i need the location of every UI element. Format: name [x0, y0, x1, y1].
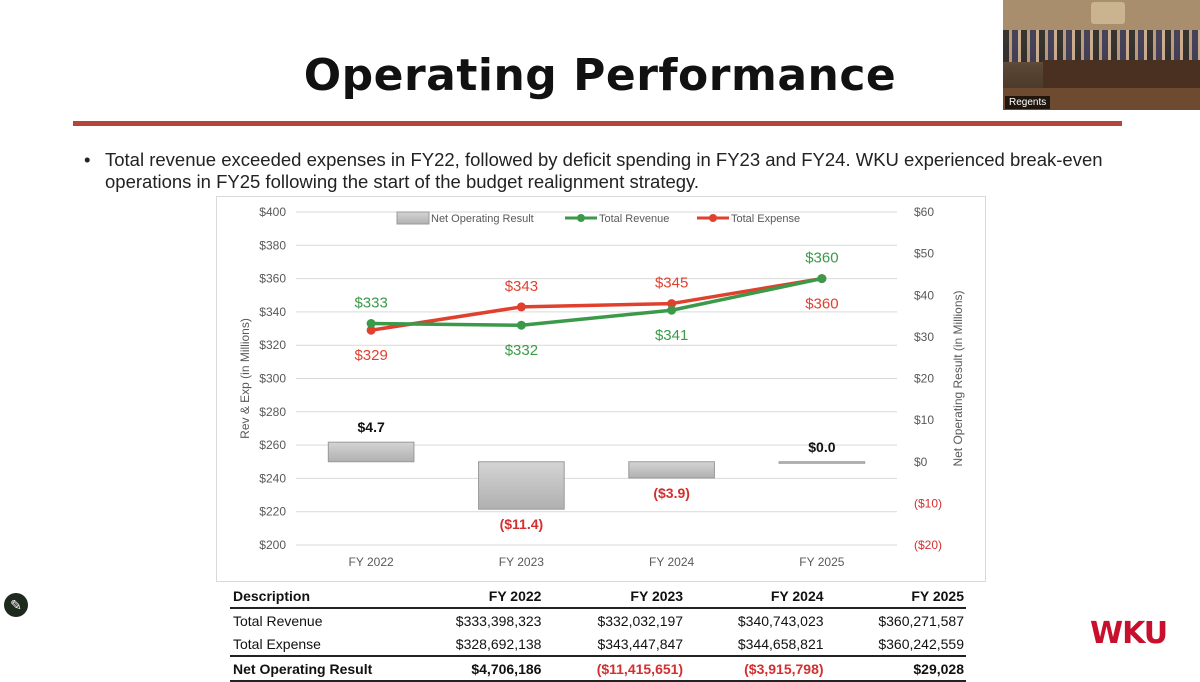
point-total-revenue: [667, 305, 677, 315]
table-cell: $340,743,023: [737, 612, 824, 629]
table-header: FY 2022: [403, 585, 544, 609]
y-tick-label: $400: [259, 205, 286, 219]
video-participant-label: Regents: [1005, 96, 1051, 109]
table-cell: $360,271,587: [878, 612, 964, 629]
table-header: Description: [230, 585, 403, 609]
title-rule: [73, 121, 1122, 126]
x-tick-label: FY 2022: [349, 555, 394, 569]
y-right-tick-label: $0: [914, 455, 928, 469]
point-total-revenue: [817, 274, 827, 284]
y-tick-label: $280: [259, 405, 286, 419]
chart-panel: $200 $220 $240 $260 $280 $300 $320 $340 $360 $380…: [216, 196, 986, 582]
table-cell: $344,658,821: [737, 635, 824, 652]
legend-label: Total Revenue: [599, 213, 669, 225]
y-axis-title: Rev & Exp (in Millions): [238, 318, 252, 439]
line-data-label: $360: [805, 250, 838, 267]
line-total-expense: [370, 276, 823, 332]
financial-table: Description FY 2022 FY 2023 FY 2024 FY 2…: [230, 585, 966, 682]
x-tick-label: FY 2024: [649, 555, 694, 569]
line-data-label: $360: [805, 296, 838, 313]
table-total-row: Net Operating Result $4,706,186 ($11,415…: [230, 655, 966, 682]
table-row: Total Revenue $333,398,323 $332,032,197 …: [230, 608, 966, 632]
video-audience: [1003, 30, 1200, 62]
bullet-marker: •: [84, 149, 91, 170]
line-total-revenue: [371, 276, 823, 327]
table-cell: $328,692,138: [455, 635, 542, 652]
y-tick-label: $340: [259, 305, 286, 319]
line-data-label: $329: [354, 347, 387, 364]
y-right-tick-label: $40: [914, 288, 934, 302]
point-total-expense: [366, 325, 376, 335]
wku-logo: WKU: [1090, 616, 1168, 651]
legend-marker-revenue: [577, 214, 585, 222]
bar-net-operating-result: [478, 461, 565, 510]
operating-chart: $200 $220 $240 $260 $280 $300 $320 $340 $360 $380…: [238, 205, 965, 569]
y-tick-label: $220: [259, 505, 286, 519]
bullet-text: Total revenue exceeded expenses in FY22,…: [105, 149, 1103, 192]
legend-swatch-bar: [396, 211, 430, 225]
table-cell: $360,242,559: [878, 635, 964, 652]
y-tick-label: $260: [259, 438, 286, 452]
table-cell: $29,028: [825, 655, 966, 682]
line-data-label: $332: [505, 342, 538, 359]
legend-label: Total Expense: [731, 213, 800, 225]
table-cell: $4,706,186: [403, 655, 544, 682]
y-right-tick-label: ($10): [914, 496, 942, 510]
y-tick-label: $320: [259, 338, 286, 352]
table-cell: Net Operating Result: [230, 655, 403, 682]
line-data-label: $333: [354, 295, 387, 312]
table-header: FY 2025: [825, 585, 966, 609]
table-cell: Total Revenue: [233, 612, 323, 629]
video-floor: [1003, 88, 1200, 110]
y-right-tick-label: $20: [914, 372, 934, 386]
video-feed[interactable]: Regents: [1003, 0, 1200, 110]
x-tick-label: FY 2025: [799, 555, 844, 569]
table-row: Total Expense $328,692,138 $343,447,847 …: [230, 632, 966, 656]
bar-data-label: ($3.9): [653, 485, 690, 501]
bar-data-label: $0.0: [808, 439, 835, 455]
y-right-tick-label: $50: [914, 247, 934, 261]
y-right-tick-label: $60: [914, 205, 934, 219]
bar-net-operating-result: [778, 461, 866, 464]
table-cell: Total Expense: [233, 635, 321, 652]
point-total-expense: [516, 302, 526, 312]
point-total-expense: [667, 299, 677, 309]
pen-icon[interactable]: ✎: [4, 593, 28, 617]
y-right-axis-title: Net Operating Result (in Millions): [951, 290, 965, 466]
y-tick-label: $300: [259, 372, 286, 386]
table-cell: $333,398,323: [455, 612, 542, 629]
legend-label: Net Operating Result: [431, 213, 534, 225]
y-tick-label: $360: [259, 272, 286, 286]
y-right-tick-label: $30: [914, 330, 934, 344]
bar-net-operating-result: [327, 441, 415, 463]
legend-marker-expense: [709, 214, 717, 222]
point-total-revenue: [366, 319, 376, 329]
bar-data-label: ($11.4): [500, 516, 544, 532]
slide-title: Operating Performance: [303, 50, 897, 101]
table-cell: $343,447,847: [597, 635, 684, 652]
table-cell: ($11,415,651): [543, 655, 686, 682]
line-data-label: $341: [655, 327, 688, 344]
table-header: FY 2023: [543, 585, 686, 609]
y-right-tick-label: $10: [914, 413, 934, 427]
table-header-row: Description FY 2022 FY 2023 FY 2024 FY 2…: [230, 585, 966, 609]
table-header: FY 2024: [685, 585, 826, 609]
video-seal: [1091, 2, 1125, 24]
x-tick-label: FY 2023: [499, 555, 544, 569]
table-cell: ($3,915,798): [685, 655, 826, 682]
table-cell: $332,032,197: [597, 612, 684, 629]
video-desk: [1043, 60, 1200, 88]
point-total-revenue: [516, 320, 526, 330]
bar-data-label: $4.7: [358, 419, 385, 435]
y-right-tick-label: ($20): [914, 538, 942, 552]
y-tick-label: $240: [259, 471, 286, 485]
bar-net-operating-result: [628, 461, 715, 479]
line-data-label: $343: [505, 278, 538, 295]
y-tick-label: $380: [259, 238, 286, 252]
line-data-label: $345: [655, 275, 688, 292]
y-tick-label: $200: [259, 538, 286, 552]
